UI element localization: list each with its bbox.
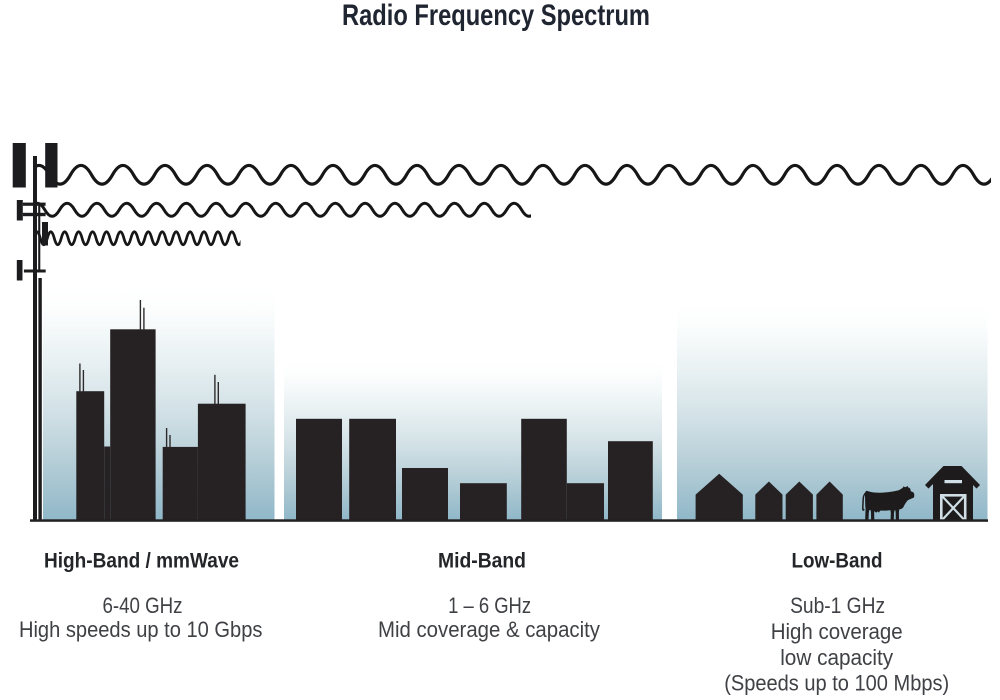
svg-text:High coverage: High coverage — [771, 619, 903, 644]
svg-text:Mid-Band: Mid-Band — [438, 549, 526, 573]
svg-text:Sub-1 GHz: Sub-1 GHz — [790, 593, 885, 618]
svg-text:(Speeds up to 100 Mbps): (Speeds up to 100 Mbps) — [724, 671, 949, 696]
svg-text:Mid coverage & capacity: Mid coverage & capacity — [378, 617, 600, 642]
svg-text:High speeds up to 10 Gbps: High speeds up to 10 Gbps — [19, 617, 263, 642]
svg-text:Radio Frequency Spectrum: Radio Frequency Spectrum — [342, 0, 650, 32]
svg-text:High-Band / mmWave: High-Band / mmWave — [44, 549, 239, 573]
svg-text:Low-Band: Low-Band — [792, 549, 883, 573]
svg-text:1 – 6 GHz: 1 – 6 GHz — [448, 593, 531, 618]
svg-text:low capacity: low capacity — [780, 645, 893, 670]
svg-text:6-40 GHz: 6-40 GHz — [103, 593, 183, 618]
